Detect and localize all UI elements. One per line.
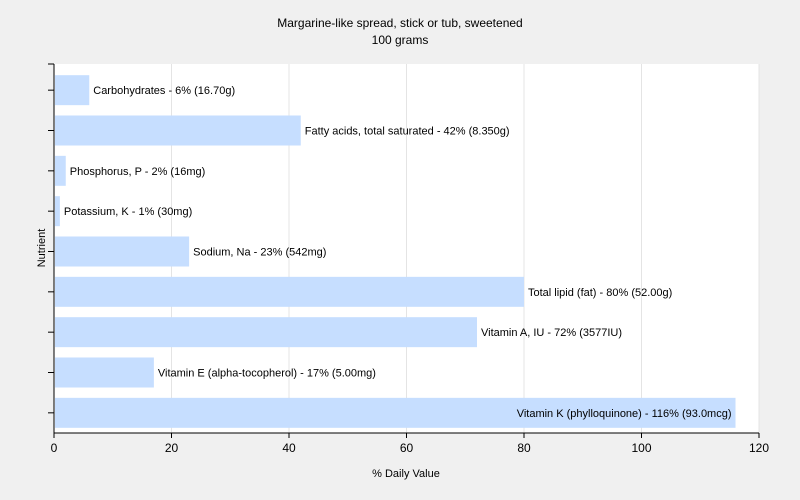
- bar-label: Vitamin K (phylloquinone) - 116% (93.0mc…: [517, 408, 732, 420]
- bar-label: Sodium, Na - 23% (542mg): [193, 247, 326, 259]
- bar-label: Fatty acids, total saturated - 42% (8.35…: [305, 126, 510, 138]
- bar: [55, 236, 190, 267]
- x-tick-label: 20: [165, 441, 179, 455]
- bar-label: Total lipid (fat) - 80% (52.00g): [528, 287, 672, 299]
- bar: [55, 397, 736, 428]
- bar: [55, 357, 154, 388]
- x-axis-label: % Daily Value: [372, 468, 440, 480]
- bar: [55, 155, 66, 186]
- bar-label: Vitamin E (alpha-tocopherol) - 17% (5.00…: [158, 368, 376, 380]
- bar-label: Vitamin A, IU - 72% (3577IU): [481, 327, 622, 339]
- bar: [55, 75, 90, 106]
- x-tick-label: 120: [749, 441, 769, 455]
- y-axis-label: Nutrient: [36, 229, 48, 268]
- bar-label: Carbohydrates - 6% (16.70g): [93, 85, 235, 97]
- bar: [55, 196, 60, 227]
- x-tick-label: 0: [51, 441, 58, 455]
- x-tick-label: 40: [282, 441, 296, 455]
- chart-title: Margarine-like spread, stick or tub, swe…: [277, 16, 522, 30]
- bar-label: Phosphorus, P - 2% (16mg): [70, 166, 206, 178]
- x-tick-label: 80: [517, 441, 531, 455]
- bar: [55, 276, 524, 307]
- axes-group: 0 20 40 60 80 100 120: [48, 63, 769, 455]
- bar-label: Potassium, K - 1% (30mg): [64, 206, 192, 218]
- bar: [55, 317, 477, 348]
- x-tick-label: 100: [631, 441, 651, 455]
- chart-subtitle: 100 grams: [372, 33, 429, 47]
- bars-group: Carbohydrates - 6% (16.70g) Fatty acids, …: [55, 75, 736, 428]
- bar: [55, 115, 301, 146]
- x-tick-label: 60: [400, 441, 414, 455]
